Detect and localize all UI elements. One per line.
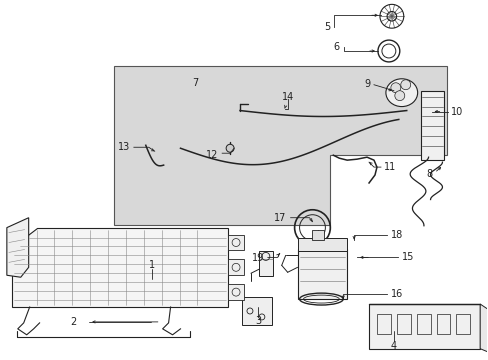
Text: 14: 14 (281, 92, 293, 102)
Text: 11: 11 (383, 162, 395, 172)
Bar (297, 238, 346, 251)
Text: 2: 2 (70, 317, 76, 327)
Text: 16: 16 (390, 289, 402, 299)
Text: 6: 6 (332, 42, 339, 52)
Circle shape (225, 144, 234, 152)
Text: 17: 17 (274, 213, 286, 223)
Polygon shape (7, 218, 29, 277)
Bar (228, 235, 244, 251)
Text: 13: 13 (118, 142, 130, 152)
Bar (436, 314, 449, 334)
Text: 12: 12 (205, 150, 218, 160)
Bar (242, 297, 271, 325)
Text: 18: 18 (390, 230, 402, 239)
Bar (455, 314, 469, 334)
Text: 19: 19 (251, 253, 264, 264)
Circle shape (390, 83, 400, 93)
Bar (228, 260, 244, 275)
Bar (312, 230, 324, 239)
Text: 1: 1 (148, 260, 155, 270)
Bar (396, 314, 410, 334)
Bar (297, 249, 346, 299)
Text: 9: 9 (363, 79, 369, 89)
Text: 10: 10 (450, 107, 463, 117)
Bar (376, 314, 390, 334)
Polygon shape (479, 304, 488, 354)
Text: 8: 8 (426, 169, 432, 179)
Circle shape (394, 91, 404, 100)
Bar (228, 284, 244, 300)
Circle shape (400, 80, 410, 90)
Bar (416, 314, 429, 334)
Text: 4: 4 (390, 341, 396, 351)
Polygon shape (12, 228, 228, 307)
Bar (368, 304, 479, 349)
Text: 3: 3 (254, 316, 261, 326)
Text: 5: 5 (324, 22, 330, 32)
Bar (420, 91, 444, 160)
Text: 7: 7 (192, 78, 198, 88)
Bar (258, 251, 272, 276)
Ellipse shape (385, 79, 417, 107)
Polygon shape (114, 66, 447, 225)
Text: 15: 15 (401, 252, 413, 262)
